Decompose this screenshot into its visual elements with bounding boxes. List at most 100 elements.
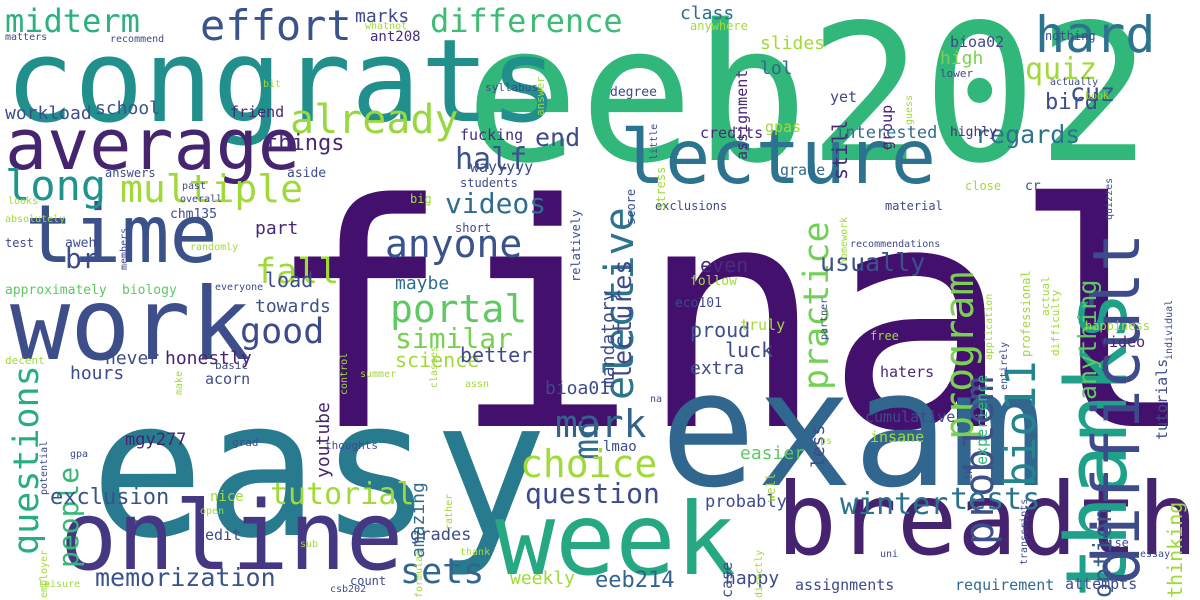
word-ik: ik [964, 467, 975, 480]
word-lol: lol [760, 58, 793, 79]
word-assignment: assignment [733, 69, 751, 160]
word-score: score [624, 188, 638, 225]
word-lecture: lecture [620, 113, 937, 201]
word-already: already [290, 97, 459, 143]
word-employer: employer [39, 549, 50, 598]
word-answers: answers [105, 166, 156, 180]
word-transcripts: transcripts [1019, 498, 1030, 565]
word-assignments: assignments [795, 576, 895, 594]
word-interested: interested [835, 123, 938, 143]
word-randomly: randomly [190, 242, 239, 253]
word-well: well [764, 473, 778, 502]
word-gpa: gpa [70, 449, 89, 460]
word-aside: aside [287, 166, 327, 181]
word-experience: experience [973, 374, 991, 465]
word-good: good [240, 312, 325, 352]
word-class: class [680, 3, 735, 24]
word-basic: basic [215, 359, 249, 372]
word-mark: mark [555, 402, 647, 446]
word-proud: proud [690, 318, 751, 342]
word-workload: workload [5, 103, 92, 124]
word-wayyyyy: wayyyyy [470, 158, 534, 176]
word-uni: uni [880, 549, 899, 560]
word-hours: hours [70, 363, 125, 384]
word-open: open [200, 506, 225, 517]
word-time: time [25, 188, 218, 281]
word-formulas: formulas [414, 549, 425, 598]
word-thoughts: thoughts [325, 439, 378, 452]
word-slides: slides [760, 33, 826, 54]
word-half: half [455, 142, 528, 177]
word-quizzes: quizzes [1104, 177, 1115, 220]
word-credits: credits [700, 124, 764, 142]
word-free: free [870, 329, 899, 343]
word-rather: rather [444, 493, 455, 530]
word-difficulty: difficulty [1049, 289, 1062, 356]
word-nothing: nothing [1045, 29, 1096, 43]
word-actually: actually [1050, 77, 1099, 88]
word-multiple: multiple [120, 167, 304, 211]
word-haters: haters [880, 363, 935, 381]
word-fall: fall [255, 252, 340, 292]
word-school: school [95, 98, 161, 119]
word-sets: sets [400, 552, 485, 592]
word-high: high [940, 48, 984, 69]
word-maybe: maybe [395, 273, 450, 294]
word-probably: probably [705, 492, 787, 512]
word-eeb202: eeb202 [465, 0, 1152, 205]
word-lmao: lmao [603, 439, 637, 455]
word-short: short [455, 221, 492, 235]
word-bit: bit [263, 79, 282, 90]
word-weekly: weekly [510, 568, 576, 589]
word-individual: individual [1164, 299, 1175, 360]
word-mandatory: mandatory [598, 290, 619, 388]
word-bioa02: bioa02 [950, 33, 1005, 51]
word-grad: grad [232, 436, 259, 449]
word-homework: homework [839, 216, 850, 265]
word-matters: matters [5, 32, 48, 43]
word-leisure: leisure [38, 579, 81, 590]
word-summer: summer [360, 369, 397, 380]
word-nice: nice [210, 489, 244, 505]
word-fucking: fucking [460, 126, 524, 144]
word-breadth: breadth [776, 461, 1198, 578]
word-bioa01: bioa01 [545, 378, 611, 399]
word-truly: truly [740, 316, 786, 334]
word-biology: biology [122, 283, 177, 298]
word-difference: difference [430, 2, 623, 40]
word-relatively: relatively [569, 209, 583, 282]
word-classes: classes [429, 345, 440, 388]
word-winter: winter [840, 487, 949, 522]
word-entirely: entirely [999, 341, 1010, 390]
word-material: material [885, 199, 943, 213]
word-usually: usually [820, 248, 926, 277]
word-looks: looks [8, 196, 39, 207]
word-choice: choice [520, 442, 658, 486]
word-exclusion: exclusion [50, 485, 170, 510]
word-members: members [119, 227, 130, 270]
word-average: average [5, 104, 301, 186]
word-end: end [535, 123, 581, 152]
word-requirement: requirement [955, 576, 1055, 594]
word-approximately: approximately [5, 283, 107, 298]
word-wise: wise [1100, 536, 1129, 550]
word-csb202: csb202 [330, 584, 367, 595]
word-aweh: aweh [65, 236, 97, 251]
word-even: even [700, 253, 749, 277]
word-tutorials: tutorials [1153, 358, 1171, 440]
word-work: work [10, 266, 251, 383]
word-luck: luck [725, 338, 774, 362]
word-portal: portal [390, 287, 528, 331]
word-control: control [339, 352, 350, 395]
word-count: count [350, 574, 387, 588]
word-big: big [410, 192, 432, 206]
word-yet: yet [830, 88, 858, 106]
word-case: case [718, 561, 736, 598]
word-anything: anything [1073, 279, 1102, 400]
word-marks: marks [355, 6, 410, 27]
word-assn: assn [465, 379, 490, 390]
word-online: online [60, 482, 404, 592]
word-question: question [525, 477, 660, 510]
word-make: make [174, 370, 185, 395]
word-similar: similar [395, 322, 514, 355]
